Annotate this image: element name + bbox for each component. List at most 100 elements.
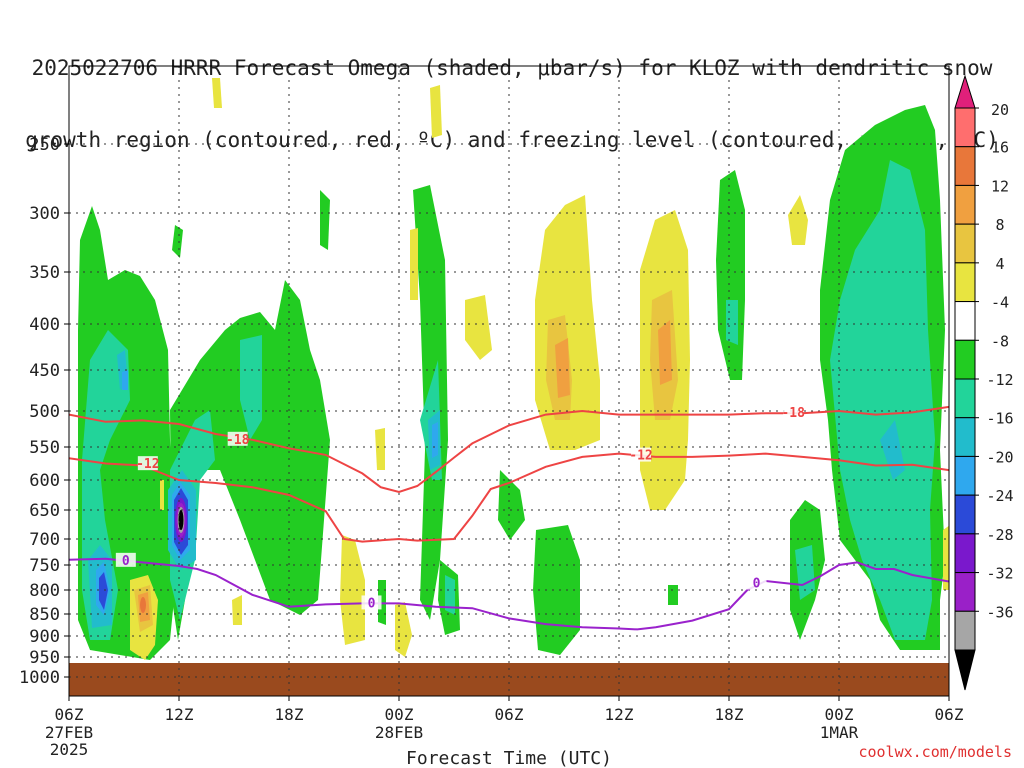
omega-area bbox=[395, 602, 412, 657]
colorbar-label: -8 bbox=[991, 332, 1009, 350]
y-tick-label: 800 bbox=[29, 581, 60, 601]
colorbar-swatch bbox=[954, 184, 976, 225]
y-tick-label: 650 bbox=[29, 501, 60, 521]
omega-area bbox=[430, 85, 442, 138]
contour-line bbox=[69, 557, 949, 631]
y-tick-label: 450 bbox=[29, 361, 60, 381]
x-tick-label: 06Z bbox=[495, 705, 524, 724]
y-tick-label: 550 bbox=[29, 438, 60, 458]
omega-area bbox=[122, 370, 128, 390]
x-tick-label: 06Z bbox=[55, 705, 84, 724]
omega-area bbox=[99, 572, 108, 610]
colorbar-label: -20 bbox=[986, 448, 1013, 466]
contour-label-bg bbox=[783, 405, 804, 420]
contour-lines: -18 -18 -12 -12 0 0 0 bbox=[69, 405, 949, 631]
colorbar-label: -32 bbox=[986, 565, 1013, 583]
omega-area bbox=[795, 545, 815, 600]
y-axis: 2503003504004505005506006507007508008509… bbox=[19, 135, 69, 688]
x-tick-year: 2025 bbox=[50, 740, 89, 759]
colorbar-swatch bbox=[954, 494, 976, 535]
omega-area bbox=[232, 595, 242, 625]
x-tick-date: 27FEB bbox=[45, 723, 93, 742]
omega-area bbox=[658, 320, 672, 385]
omega-area bbox=[340, 535, 365, 645]
colorbar-swatch bbox=[954, 339, 976, 380]
omega-area bbox=[375, 428, 385, 470]
omega-area bbox=[465, 295, 492, 360]
colorbar-swatch bbox=[954, 378, 976, 419]
colorbar-label: 12 bbox=[991, 177, 1009, 195]
contour-label: -18 bbox=[781, 406, 805, 421]
colorbar-label: 4 bbox=[995, 255, 1004, 273]
x-tick-label: 12Z bbox=[605, 705, 634, 724]
colorbar-top-triangle bbox=[954, 74, 976, 109]
contour-label-bg bbox=[631, 447, 651, 462]
omega-area bbox=[140, 597, 146, 613]
x-tick-label: 12Z bbox=[165, 705, 194, 724]
omega-area bbox=[240, 335, 262, 440]
colorbar-label: -28 bbox=[986, 526, 1013, 544]
contour-label: -18 bbox=[226, 433, 250, 448]
contour-label: -12 bbox=[136, 457, 159, 472]
y-tick-label: 500 bbox=[29, 402, 60, 422]
colorbar-swatch bbox=[954, 610, 976, 651]
colorbar-swatch bbox=[954, 417, 976, 457]
contour-label-bg bbox=[227, 431, 248, 446]
omega-shading-darkorange bbox=[140, 597, 146, 613]
contour-label-bg bbox=[115, 552, 136, 567]
contour-label: 0 bbox=[753, 577, 761, 592]
contour-label: 0 bbox=[368, 596, 376, 611]
contour-label: 0 bbox=[122, 554, 130, 569]
omega-area bbox=[172, 225, 183, 258]
colorbar: 20 16 12 8 4 -4 -8 -12 -16 -20 -24 -28 -32 -36 bbox=[954, 74, 1014, 691]
colorbar-swatch bbox=[954, 146, 976, 186]
contour-label-bg bbox=[746, 575, 767, 590]
y-tick-label: 1000 bbox=[19, 668, 60, 688]
colorbar-label: 8 bbox=[995, 216, 1004, 234]
omega-area bbox=[445, 575, 455, 615]
omega-area bbox=[160, 480, 164, 510]
colorbar-label: 16 bbox=[991, 139, 1009, 157]
colorbar-swatch bbox=[954, 223, 976, 264]
colorbar-swatch bbox=[954, 533, 976, 574]
x-tick-date: 1MAR bbox=[820, 723, 859, 742]
contour-label: -12 bbox=[629, 449, 652, 464]
omega-area bbox=[716, 170, 745, 380]
credit-text[interactable]: coolwx.com/models bbox=[858, 743, 1012, 761]
contour-label-bg bbox=[137, 456, 158, 471]
omega-area bbox=[178, 510, 184, 530]
y-tick-label: 300 bbox=[29, 204, 60, 224]
x-tick-label: 00Z bbox=[385, 705, 414, 724]
grid-lines bbox=[69, 66, 949, 696]
y-tick-label: 350 bbox=[29, 263, 60, 283]
y-tick-label: 950 bbox=[29, 648, 60, 668]
y-tick-label: 700 bbox=[29, 530, 60, 550]
colorbar-label: -12 bbox=[986, 371, 1013, 389]
colorbar-label: 20 bbox=[991, 101, 1009, 119]
x-tick-label: 06Z bbox=[935, 705, 964, 724]
omega-area bbox=[410, 228, 418, 300]
contour-label-bg bbox=[361, 595, 382, 610]
colorbar-label: -16 bbox=[986, 410, 1013, 428]
colorbar-swatch bbox=[954, 572, 976, 612]
colorbar-label: -24 bbox=[986, 487, 1013, 505]
omega-area bbox=[320, 190, 330, 250]
colorbar-bottom-triangle bbox=[954, 649, 976, 691]
ground-terrain bbox=[69, 663, 949, 696]
omega-area bbox=[555, 338, 570, 398]
x-tick-date: 28FEB bbox=[375, 723, 423, 742]
title-line-1: 2025022706 HRRR Forecast Omega (shaded, … bbox=[31, 56, 993, 80]
omega-shading-black bbox=[178, 510, 184, 530]
x-tick-label: 18Z bbox=[275, 705, 304, 724]
colorbar-swatch bbox=[954, 107, 976, 148]
omega-area bbox=[212, 78, 222, 108]
y-tick-label: 850 bbox=[29, 605, 60, 625]
y-tick-label: 250 bbox=[29, 135, 60, 155]
colorbar-label: -4 bbox=[991, 294, 1009, 312]
omega-area bbox=[432, 422, 438, 458]
omega-area bbox=[726, 300, 738, 345]
plot-area: -18 -18 -12 -12 0 0 0 bbox=[69, 66, 949, 696]
y-tick-label: 600 bbox=[29, 471, 60, 491]
